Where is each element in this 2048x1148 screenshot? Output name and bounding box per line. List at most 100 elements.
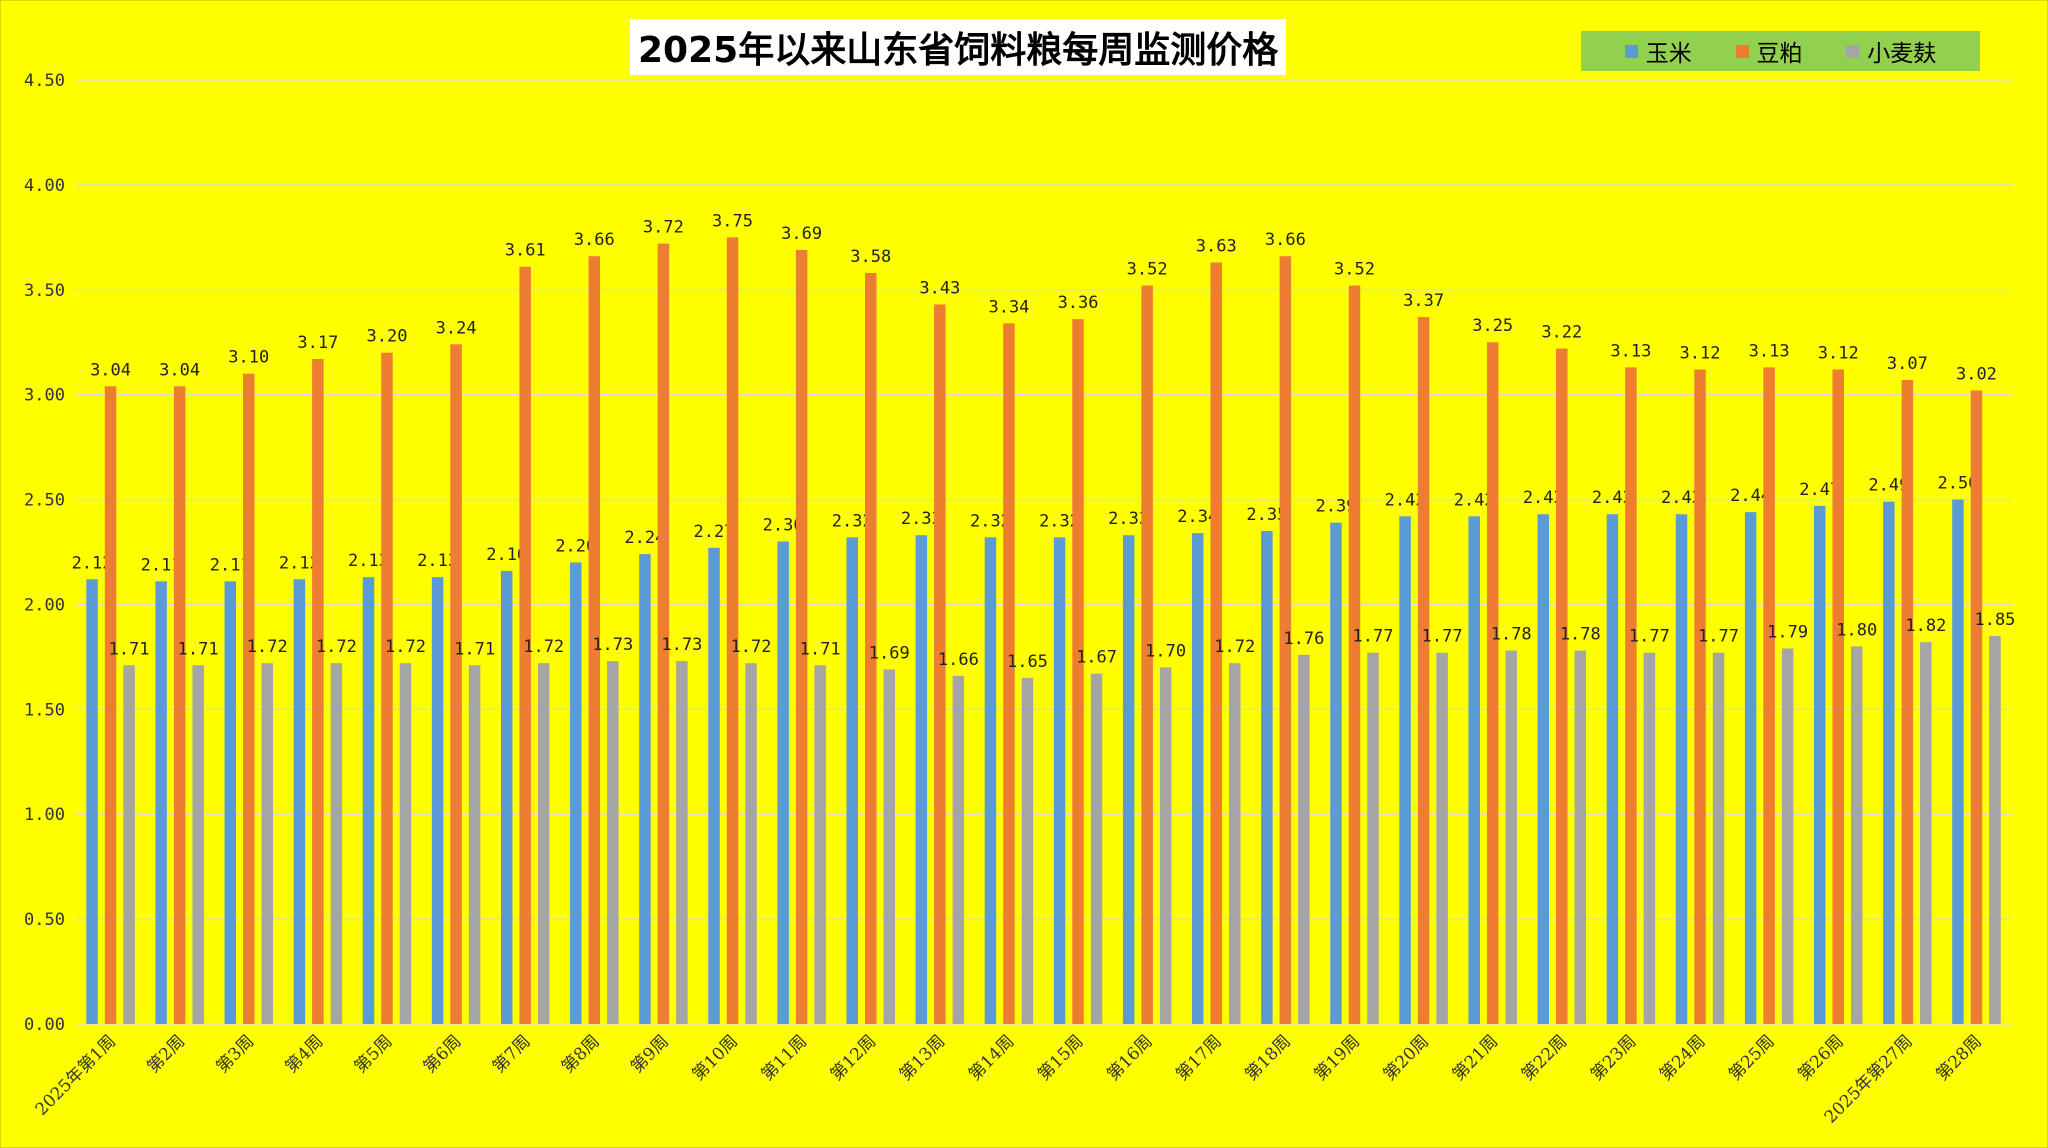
bar-s0-c19 [1399, 516, 1411, 1024]
data-label-s2-c24: 1.79 [1767, 622, 1808, 642]
legend-label-1: 豆粕 [1756, 41, 1803, 67]
data-label-s1-c20: 3.25 [1472, 316, 1513, 336]
data-label-s0-c24: 2.44 [1730, 486, 1771, 506]
data-label-s0-c15: 2.33 [1108, 509, 1149, 529]
data-label-s2-c13: 1.65 [1007, 652, 1048, 672]
x-tick-label-11: 第12周 [827, 1031, 880, 1084]
data-label-s2-c2: 1.72 [247, 637, 288, 657]
data-label-s2-c0: 1.71 [109, 639, 150, 659]
data-label-s1-c8: 3.72 [643, 218, 684, 238]
bar-s2-c19 [1436, 652, 1448, 1024]
data-label-s1-c7: 3.66 [574, 230, 615, 250]
bar-s2-c20 [1505, 650, 1517, 1024]
x-tick-label-21: 第22周 [1518, 1031, 1571, 1084]
data-label-s1-c24: 3.13 [1749, 341, 1790, 361]
data-label-s2-c5: 1.71 [454, 639, 495, 659]
x-tick-label-20: 第21周 [1449, 1031, 1502, 1084]
x-tick-label-10: 第11周 [758, 1031, 811, 1084]
data-label-s0-c17: 2.35 [1246, 505, 1287, 525]
data-label-s0-c0: 2.12 [72, 553, 113, 573]
x-tick-label-16: 第17周 [1172, 1031, 1225, 1084]
data-label-s1-c13: 3.34 [988, 297, 1029, 317]
x-tick-label-19: 第20周 [1380, 1031, 1433, 1084]
x-tick-label-0: 2025年第1周 [32, 1031, 120, 1119]
bar-s0-c8 [639, 554, 651, 1024]
data-label-s2-c22: 1.77 [1629, 627, 1670, 647]
legend-swatch-1 [1735, 44, 1749, 58]
data-label-s1-c3: 3.17 [297, 333, 338, 353]
data-label-s2-c12: 1.66 [938, 650, 979, 670]
x-tick-label-8: 第9周 [627, 1031, 673, 1077]
data-label-s1-c5: 3.24 [436, 318, 477, 338]
data-label-s1-c2: 3.10 [228, 348, 269, 368]
bar-s1-c18 [1348, 285, 1361, 1024]
bar-s1-c2 [243, 373, 255, 1024]
legend-swatch-2 [1846, 44, 1860, 58]
bar-s0-c27 [1952, 499, 1964, 1024]
data-label-s1-c27: 3.02 [1956, 364, 1997, 384]
data-label-s1-c17: 3.66 [1265, 230, 1306, 250]
legend-swatch-0 [1624, 44, 1638, 58]
bar-s1-c12 [934, 304, 946, 1024]
x-tick-label-17: 第18周 [1241, 1031, 1294, 1084]
bar-s0-c2 [224, 581, 237, 1024]
x-tick-label-1: 第2周 [143, 1031, 189, 1077]
data-label-s2-c25: 1.80 [1836, 620, 1877, 640]
bar-s2-c6 [537, 663, 550, 1024]
x-tick-label-27: 第28周 [1932, 1031, 1985, 1084]
legend-label-0: 玉米 [1645, 41, 1692, 67]
data-label-s2-c7: 1.73 [592, 635, 633, 655]
bar-s1-c17 [1279, 256, 1292, 1024]
bar-s2-c25 [1850, 646, 1863, 1024]
bar-s2-c7 [607, 661, 619, 1024]
bar-s1-c14 [1072, 319, 1084, 1024]
x-tick-label-4: 第5周 [351, 1031, 397, 1077]
y-tick-label-1: 0.50 [24, 910, 65, 930]
bar-s0-c25 [1813, 505, 1826, 1024]
data-label-s1-c16: 3.63 [1196, 237, 1237, 257]
data-label-s1-c4: 3.20 [367, 327, 408, 347]
x-tick-label-6: 第7周 [489, 1031, 535, 1077]
data-label-s2-c19: 1.77 [1422, 627, 1463, 647]
x-tick-label-2: 第3周 [212, 1031, 258, 1077]
bar-s1-c23 [1694, 369, 1706, 1024]
data-label-s1-c0: 3.04 [90, 360, 131, 380]
bar-s2-c0 [123, 665, 135, 1024]
legend-item-0[interactable]: 玉米 [1624, 34, 1692, 68]
data-label-s2-c4: 1.72 [385, 637, 426, 657]
bar-s0-c18 [1330, 522, 1342, 1024]
y-tick-label-9: 4.50 [24, 71, 65, 91]
data-label-s1-c18: 3.52 [1334, 260, 1375, 280]
bar-s1-c13 [1003, 323, 1015, 1024]
bar-s1-c16 [1210, 262, 1223, 1024]
x-tick-label-5: 第6周 [420, 1031, 466, 1077]
data-label-s2-c9: 1.72 [731, 637, 772, 657]
data-label-s0-c4: 2.13 [348, 551, 389, 571]
bar-s0-c6 [500, 570, 513, 1024]
x-tick-label-15: 第16周 [1103, 1031, 1156, 1084]
data-label-s0-c9: 2.27 [694, 522, 735, 542]
data-label-s2-c11: 1.69 [869, 643, 910, 663]
y-tick-label-5: 2.50 [24, 491, 65, 511]
bar-s0-c22 [1606, 514, 1619, 1024]
data-label-s0-c7: 2.20 [555, 536, 596, 556]
x-tick-label-7: 第8周 [558, 1031, 604, 1077]
legend-item-2[interactable]: 小麦麸 [1846, 34, 1936, 68]
bar-s1-c22 [1625, 367, 1637, 1024]
y-tick-label-2: 1.00 [24, 805, 65, 825]
data-label-s1-c15: 3.52 [1127, 260, 1168, 280]
y-tick-label-0: 0.00 [24, 1015, 65, 1035]
data-label-s0-c5: 2.13 [417, 551, 458, 571]
data-label-s2-c14: 1.67 [1076, 648, 1117, 668]
data-label-s2-c15: 1.70 [1145, 641, 1186, 661]
bar-s2-c18 [1367, 652, 1379, 1024]
legend-item-1[interactable]: 豆粕 [1735, 34, 1803, 68]
data-label-s1-c19: 3.37 [1403, 291, 1444, 311]
bar-s2-c5 [468, 665, 481, 1024]
x-tick-label-14: 第15周 [1034, 1031, 1087, 1084]
data-label-s0-c22: 2.43 [1592, 488, 1633, 508]
bar-s1-c21 [1556, 348, 1568, 1024]
bar-s2-c24 [1781, 648, 1794, 1024]
data-label-s0-c2: 2.11 [210, 555, 251, 575]
